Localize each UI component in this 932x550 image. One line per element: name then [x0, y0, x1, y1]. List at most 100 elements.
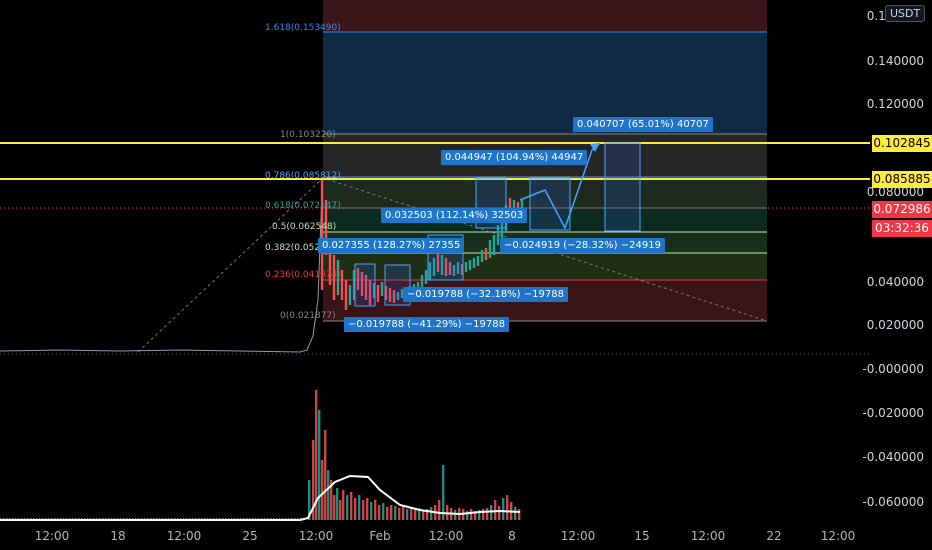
fib-label: 1(0.103220)	[280, 130, 336, 140]
price-tick: -0.040000	[862, 450, 924, 464]
volume-bar	[502, 498, 505, 520]
candle	[368, 280, 372, 305]
time-tick: 15	[634, 529, 650, 543]
volume-bar	[374, 500, 377, 520]
candle	[380, 282, 384, 296]
volume-bars	[0, 390, 521, 520]
volume-bar	[518, 509, 521, 520]
time-tick: 22	[766, 529, 782, 543]
volume-bar	[422, 510, 425, 520]
volume-bar	[474, 511, 477, 520]
candle	[328, 240, 332, 285]
volume-bar	[327, 470, 330, 520]
volume-bar	[386, 507, 389, 520]
volume-bar	[354, 498, 357, 520]
volume-bar	[358, 495, 361, 520]
candle	[332, 255, 336, 300]
volume-bar	[315, 390, 318, 520]
volume-bar	[390, 505, 393, 520]
candle	[320, 180, 324, 290]
measure-tag[interactable]: −0.024919 (−28.32%) −24919	[500, 238, 665, 253]
volume-bar	[506, 495, 509, 520]
time-tick: 18	[110, 529, 126, 543]
candle	[432, 258, 436, 276]
candle	[324, 200, 328, 255]
candle	[480, 250, 484, 262]
time-tick: 8	[508, 529, 516, 543]
price-tick: 0.040000	[866, 275, 924, 289]
candle	[336, 260, 340, 295]
volume-bar	[498, 506, 501, 520]
candle	[512, 200, 516, 215]
volume-bar	[414, 510, 417, 520]
candle	[448, 262, 452, 275]
candle	[464, 262, 468, 272]
currency-button[interactable]: USDT	[885, 5, 926, 22]
candle	[496, 225, 500, 245]
measure-tag[interactable]: 0.040707 (65.01%) 40707	[573, 117, 713, 132]
candle	[468, 260, 472, 270]
price-label-upper: 0.102845	[872, 135, 932, 152]
current-price-label: 0.072986	[872, 201, 932, 218]
candle	[348, 285, 352, 305]
volume-bar	[466, 511, 469, 520]
candle	[424, 270, 428, 284]
time-tick: 12:00	[690, 529, 726, 543]
candle	[476, 256, 480, 266]
volume-bar	[342, 490, 345, 520]
volume-bar	[318, 410, 321, 520]
volume-bar	[426, 509, 429, 520]
time-tick: 12:00	[34, 529, 70, 543]
volume-bar	[370, 502, 373, 520]
candle	[340, 270, 344, 300]
volume-bar	[362, 500, 365, 520]
price-tick: -0.060000	[862, 495, 924, 509]
fib-label: 0.382(0.05295	[265, 243, 332, 253]
volume-bar	[430, 507, 433, 520]
volume-bar	[382, 503, 385, 520]
fib-label: 0(0.021877)	[280, 311, 336, 321]
volume-bar	[333, 495, 336, 520]
volume-bar	[330, 480, 333, 520]
candle	[384, 286, 388, 300]
price-label-lower: 0.085885	[872, 171, 932, 188]
price-tick: 0.080000	[866, 185, 924, 199]
volume-bar	[402, 505, 405, 520]
volume-bar	[410, 507, 413, 520]
time-tick: 12:00	[298, 529, 334, 543]
price-tick: 0.120000	[866, 97, 924, 111]
measure-tag[interactable]: 0.032503 (112.14%) 32503	[381, 208, 528, 223]
candle	[520, 200, 524, 210]
volume-bar	[346, 495, 349, 520]
price-tick: 0.020000	[866, 318, 924, 332]
volume-ma-line	[0, 474, 521, 521]
measure-tag[interactable]: 0.044947 (104.94%) 44947	[441, 150, 588, 165]
candle	[360, 272, 364, 296]
measure-boxes	[354, 142, 641, 307]
volume-bar	[494, 500, 497, 520]
volume-bar	[324, 430, 327, 520]
candle-countdown: 03:32:36	[872, 220, 932, 237]
candle	[396, 292, 400, 300]
volume-bar	[339, 500, 342, 520]
price-tick: -0.000000	[862, 362, 924, 376]
fib-label: 0.236(0.041074)	[265, 270, 341, 280]
candle	[436, 254, 440, 272]
volume-bar	[470, 509, 473, 520]
candle	[516, 202, 520, 212]
time-tick: 25	[242, 529, 258, 543]
time-tick: 12:00	[560, 529, 596, 543]
volume-bar	[378, 505, 381, 520]
measure-tag[interactable]: −0.019788 (−41.29%) −19788	[344, 317, 509, 332]
candle	[420, 275, 424, 288]
volume-bar	[406, 509, 409, 520]
candle	[376, 285, 380, 302]
candle	[456, 262, 460, 274]
candle	[352, 270, 356, 300]
volume-bar	[350, 492, 353, 520]
candle	[452, 265, 456, 276]
measure-tag[interactable]: 0.027355 (128.27%) 27355	[318, 238, 465, 253]
volume-bar	[312, 440, 315, 520]
measure-tag[interactable]: −0.019788 (−32.18%) −19788	[403, 287, 568, 302]
